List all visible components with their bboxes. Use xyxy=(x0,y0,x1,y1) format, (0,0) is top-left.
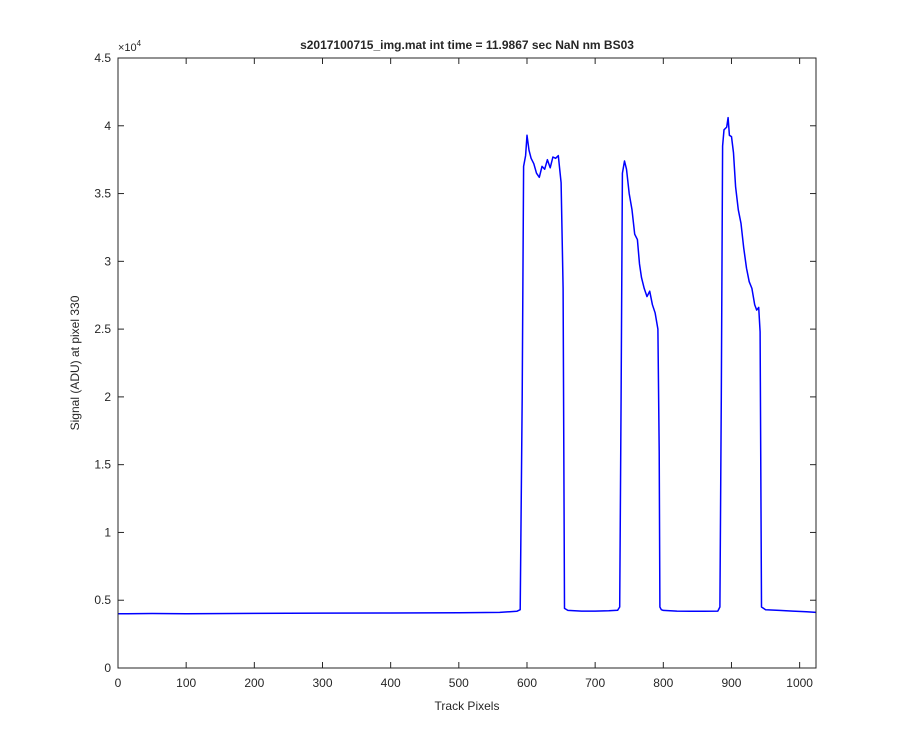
x-axis-label: Track Pixels xyxy=(435,699,500,713)
chart-title: s2017100715_img.mat int time = 11.9867 s… xyxy=(300,38,634,52)
y-tick-label: 2 xyxy=(104,390,111,404)
plot-area-frame xyxy=(117,57,817,669)
y-exponent-base: ×10 xyxy=(118,42,137,54)
y-axis-exponent: ×104 xyxy=(118,39,142,54)
series-line xyxy=(117,116,817,615)
y-tick-label: 1.5 xyxy=(94,458,111,472)
axis-ticks: 0 100 200 300 400 500 600 700 800 900 1000 0 0.5 1 1.5… xyxy=(94,51,816,690)
x-tick-label: 800 xyxy=(653,676,673,690)
x-tick-label: 900 xyxy=(721,676,741,690)
x-tick-label: 400 xyxy=(381,676,401,690)
x-tick-label: 300 xyxy=(312,676,332,690)
x-tick-label: 700 xyxy=(585,676,605,690)
y-tick-label: 2.5 xyxy=(94,322,111,336)
y-tick-label: 0.5 xyxy=(94,593,111,607)
y-tick-label: 3.5 xyxy=(94,187,111,201)
x-tick-label: 100 xyxy=(176,676,196,690)
y-axis-label: Signal (ADU) at pixel 330 xyxy=(68,295,82,430)
y-tick-label: 4.5 xyxy=(94,51,111,65)
x-tick-label: 1000 xyxy=(786,676,813,690)
x-tick-label: 600 xyxy=(517,676,537,690)
y-tick-label: 3 xyxy=(104,254,111,268)
y-tick-label: 4 xyxy=(104,119,111,133)
x-tick-label: 0 xyxy=(115,676,122,690)
x-tick-label: 200 xyxy=(244,676,264,690)
y-tick-label: 1 xyxy=(104,525,111,539)
x-tick-label: 500 xyxy=(449,676,469,690)
y-tick-label: 0 xyxy=(104,661,111,675)
y-exponent-power: 4 xyxy=(137,39,142,48)
